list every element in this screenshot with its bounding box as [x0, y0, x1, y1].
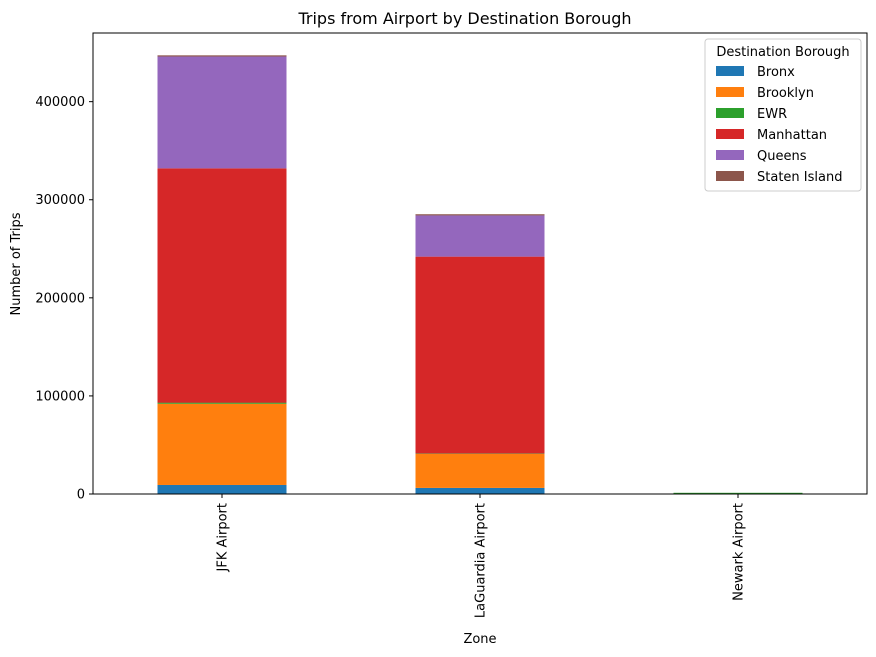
legend-swatch-staten-island: [716, 171, 744, 181]
bar-laguardia-airport-staten-island: [415, 214, 545, 216]
legend-swatch-queens: [716, 150, 744, 160]
bar-jfk-airport-staten-island: [157, 55, 287, 57]
legend-swatch-bronx: [716, 66, 744, 76]
bar-laguardia-airport-queens: [415, 215, 545, 257]
x-tick-label: Newark Airport: [732, 503, 747, 601]
bar-jfk-airport-brooklyn: [157, 403, 287, 485]
legend-label-ewr: EWR: [757, 107, 787, 122]
plot-area: [157, 55, 803, 494]
bar-laguardia-airport-manhattan: [415, 256, 545, 454]
legend-swatch-brooklyn: [716, 87, 744, 97]
y-axis: 0 100000 200000 300000 400000: [35, 95, 93, 503]
legend-label-manhattan: Manhattan: [757, 128, 827, 143]
x-axis: JFK Airport LaGuardia Airport Newark Airpo…: [216, 494, 747, 618]
legend-label-brooklyn: Brooklyn: [757, 86, 814, 101]
x-tick-label: LaGuardia Airport: [474, 503, 489, 618]
legend-label-queens: Queens: [757, 149, 807, 164]
legend-label-bronx: Bronx: [757, 65, 795, 80]
bar-jfk-airport-queens: [157, 56, 287, 169]
y-tick-label: 0: [77, 488, 85, 503]
legend-swatch-ewr: [716, 108, 744, 118]
legend: Destination Borough Bronx Brooklyn EWR Manh…: [704, 38, 862, 192]
bar-jfk-airport-bronx: [157, 484, 287, 494]
bar-laguardia-airport-bronx: [415, 487, 545, 494]
y-tick-label: 200000: [35, 291, 85, 306]
chart-title: Trips from Airport by Destination Boroug…: [297, 9, 631, 28]
y-tick-label: 300000: [35, 193, 85, 208]
y-axis-label: Number of Trips: [9, 212, 24, 315]
y-tick-label: 400000: [35, 95, 85, 110]
bar-newark-airport-ewr: [673, 492, 803, 494]
bar-jfk-airport-ewr: [157, 402, 287, 404]
y-tick-label: 100000: [35, 389, 85, 404]
x-tick-label: JFK Airport: [216, 503, 231, 572]
x-axis-label: Zone: [463, 632, 496, 647]
legend-swatch-manhattan: [716, 129, 744, 139]
bar-laguardia-airport-brooklyn: [415, 453, 545, 488]
bar-jfk-airport-manhattan: [157, 168, 287, 403]
legend-title: Destination Borough: [716, 45, 849, 60]
legend-label-staten-island: Staten Island: [757, 170, 842, 185]
